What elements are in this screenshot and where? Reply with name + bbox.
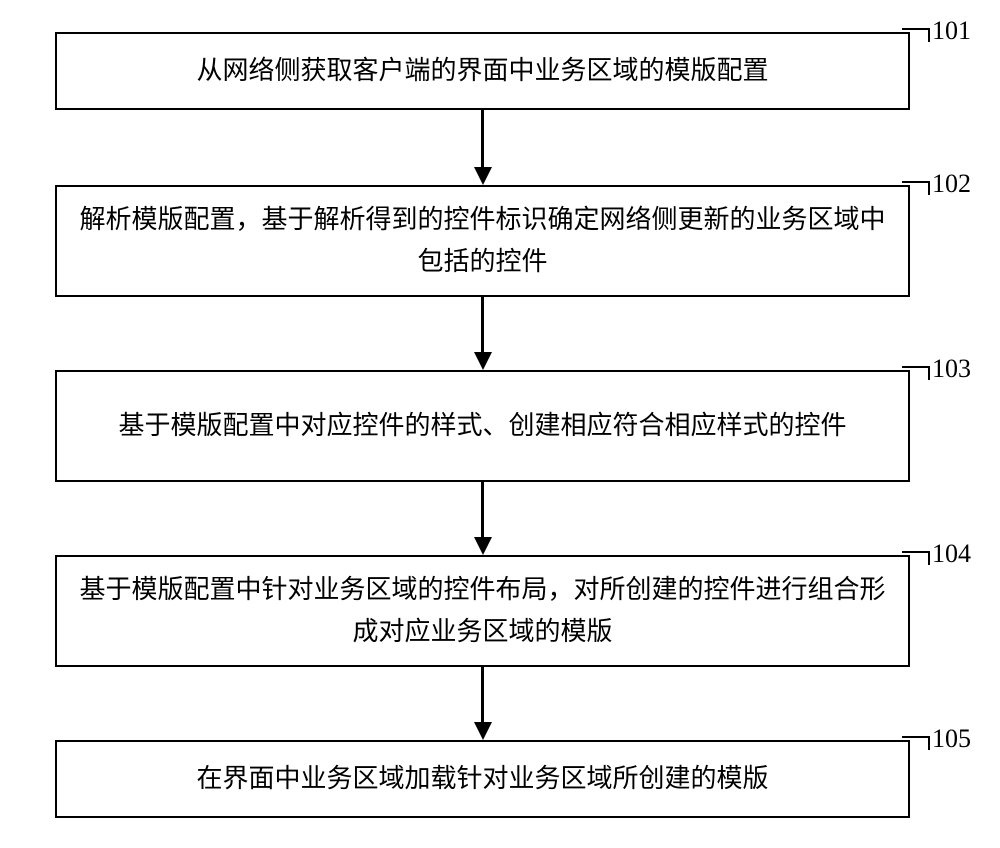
step-label-104: 104 [932,539,971,569]
step-box-105: 在界面中业务区域加载针对业务区域所创建的模版 [55,740,910,818]
leader-line [902,366,930,380]
leader-line [902,181,930,195]
step-box-101: 从网络侧获取客户端的界面中业务区域的模版配置 [55,32,910,110]
arrow-head-icon [474,722,492,740]
arrow-head-icon [474,352,492,370]
step-label-105: 105 [932,724,971,754]
leader-line [902,736,930,750]
step-text: 基于模版配置中针对业务区域的控件布局，对所创建的控件进行组合形成对应业务区域的模… [77,569,888,652]
step-box-102: 解析模版配置，基于解析得到的控件标识确定网络侧更新的业务区域中包括的控件 [55,185,910,297]
leader-line [902,28,930,42]
step-text: 在界面中业务区域加载针对业务区域所创建的模版 [196,758,768,800]
step-text: 解析模版配置，基于解析得到的控件标识确定网络侧更新的业务区域中包括的控件 [77,199,888,282]
arrow-line [481,297,484,352]
arrow-line [481,110,484,167]
flowchart-canvas: 从网络侧获取客户端的界面中业务区域的模版配置 101 解析模版配置，基于解析得到的控… [0,0,1000,848]
step-text: 基于模版配置中对应控件的样式、创建相应符合相应样式的控件 [118,405,846,447]
step-label-102: 102 [932,169,971,199]
arrow-line [481,482,484,537]
arrow-head-icon [474,167,492,185]
step-box-103: 基于模版配置中对应控件的样式、创建相应符合相应样式的控件 [55,370,910,482]
arrow-line [481,667,484,722]
step-box-104: 基于模版配置中针对业务区域的控件布局，对所创建的控件进行组合形成对应业务区域的模… [55,555,910,667]
step-label-101: 101 [932,16,971,46]
step-text: 从网络侧获取客户端的界面中业务区域的模版配置 [196,50,768,92]
arrow-head-icon [474,537,492,555]
step-label-103: 103 [932,354,971,384]
leader-line [902,551,930,565]
